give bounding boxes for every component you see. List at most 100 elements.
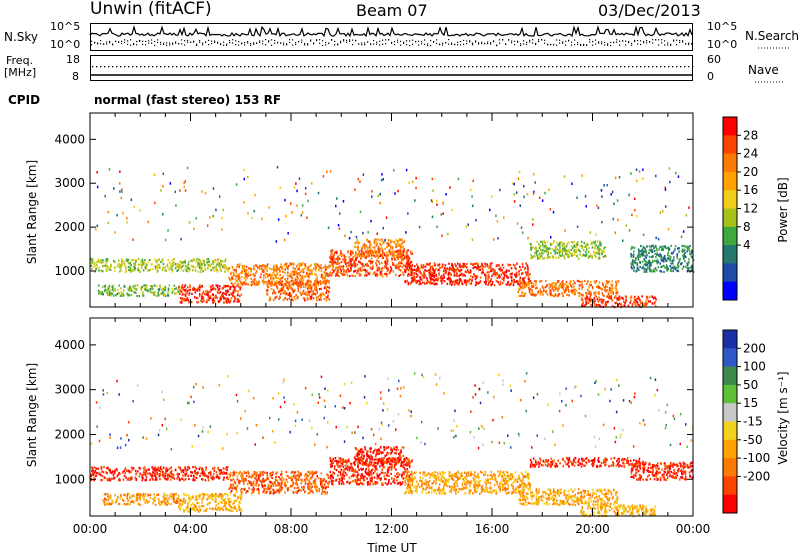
- data-cell: [508, 264, 510, 266]
- data-cell: [522, 292, 524, 294]
- data-cell: [335, 269, 337, 271]
- data-cell: [319, 299, 321, 301]
- data-cell: [95, 268, 97, 270]
- data-cell: [167, 477, 169, 479]
- data-cell: [646, 304, 648, 306]
- data-cell: [203, 262, 205, 264]
- data-cell: [570, 252, 572, 254]
- data-cell: [216, 264, 218, 266]
- data-cell: [154, 258, 156, 260]
- data-cell: [312, 284, 314, 286]
- data-cell: [480, 277, 482, 279]
- data-cell: [377, 242, 379, 244]
- data-cell: [146, 476, 148, 478]
- data-cell: [230, 486, 232, 488]
- data-cell: [646, 269, 648, 271]
- data-cell: [253, 487, 255, 489]
- data-cell: [201, 269, 203, 271]
- data-cell: [503, 279, 505, 281]
- data-cell: [438, 269, 440, 271]
- data-cell: [497, 281, 499, 283]
- data-cell: [251, 217, 253, 220]
- data-cell: [313, 297, 315, 299]
- data-cell: [610, 193, 612, 196]
- data-cell: [207, 293, 209, 295]
- data-cell: [170, 503, 172, 505]
- data-cell: [170, 493, 172, 495]
- data-cell: [682, 268, 684, 270]
- data-cell: [613, 203, 615, 206]
- data-cell: [179, 289, 181, 291]
- data-cell: [539, 258, 541, 260]
- data-cell: [518, 270, 520, 272]
- data-cell: [585, 246, 587, 248]
- data-cell: [147, 270, 149, 272]
- data-cell: [324, 294, 326, 296]
- data-cell: [238, 284, 240, 286]
- data-cell: [156, 473, 158, 475]
- y-tick-label-0-3: 1000: [54, 264, 85, 278]
- data-cell: [558, 293, 560, 295]
- data-cell: [263, 264, 265, 266]
- data-cell: [180, 264, 182, 266]
- data-cell: [162, 288, 164, 290]
- data-cell: [134, 206, 136, 209]
- data-cell: [544, 245, 546, 247]
- data-cell: [141, 289, 143, 291]
- data-cell: [416, 273, 418, 275]
- data-cell: [219, 494, 221, 496]
- data-cell: [601, 195, 603, 198]
- data-cell: [615, 281, 617, 283]
- data-cell: [513, 284, 515, 286]
- data-cell: [102, 293, 104, 295]
- data-cell: [120, 287, 122, 289]
- data-cell: [665, 205, 667, 208]
- data-cell: [155, 266, 157, 268]
- data-cell: [607, 301, 609, 303]
- data-cell: [107, 287, 109, 289]
- data-cell: [364, 255, 366, 257]
- data-cell: [505, 271, 507, 273]
- data-cell: [122, 471, 124, 473]
- data-cell: [220, 296, 222, 298]
- data-cell: [141, 476, 143, 478]
- data-cell: [105, 258, 107, 260]
- data-cell: [540, 241, 542, 243]
- data-cell: [144, 502, 146, 504]
- data-cell: [202, 270, 204, 272]
- data-cell: [414, 199, 416, 202]
- data-cell: [323, 281, 325, 283]
- data-cell: [679, 259, 681, 261]
- colorbar-tick-label-0-4: 12: [743, 202, 758, 216]
- data-cell: [423, 264, 425, 266]
- data-cell: [441, 235, 443, 238]
- data-cell: [131, 467, 133, 469]
- data-cell: [215, 498, 217, 500]
- data-cell: [516, 272, 518, 274]
- data-cell: [134, 291, 136, 293]
- data-cell: [98, 269, 100, 271]
- data-cell: [158, 292, 160, 294]
- data-cell: [119, 284, 121, 286]
- data-cell: [245, 275, 247, 277]
- data-cell: [380, 193, 382, 196]
- data-cell: [688, 262, 690, 264]
- data-cell: [280, 266, 282, 268]
- data-cell: [113, 474, 115, 476]
- data-cell: [579, 245, 581, 247]
- data-cell: [564, 291, 566, 293]
- data-cell: [401, 255, 403, 257]
- data-cell: [302, 211, 304, 214]
- data-cell: [91, 268, 93, 270]
- data-cell: [611, 289, 613, 291]
- data-cell: [378, 268, 380, 270]
- data-cell: [350, 267, 352, 269]
- data-cell: [518, 178, 520, 181]
- data-cell: [182, 475, 184, 477]
- data-cell: [639, 266, 641, 268]
- data-cell: [160, 501, 162, 503]
- data-cell: [228, 503, 230, 505]
- data-cell: [622, 240, 624, 243]
- data-cell: [359, 269, 361, 271]
- data-cell: [358, 178, 360, 181]
